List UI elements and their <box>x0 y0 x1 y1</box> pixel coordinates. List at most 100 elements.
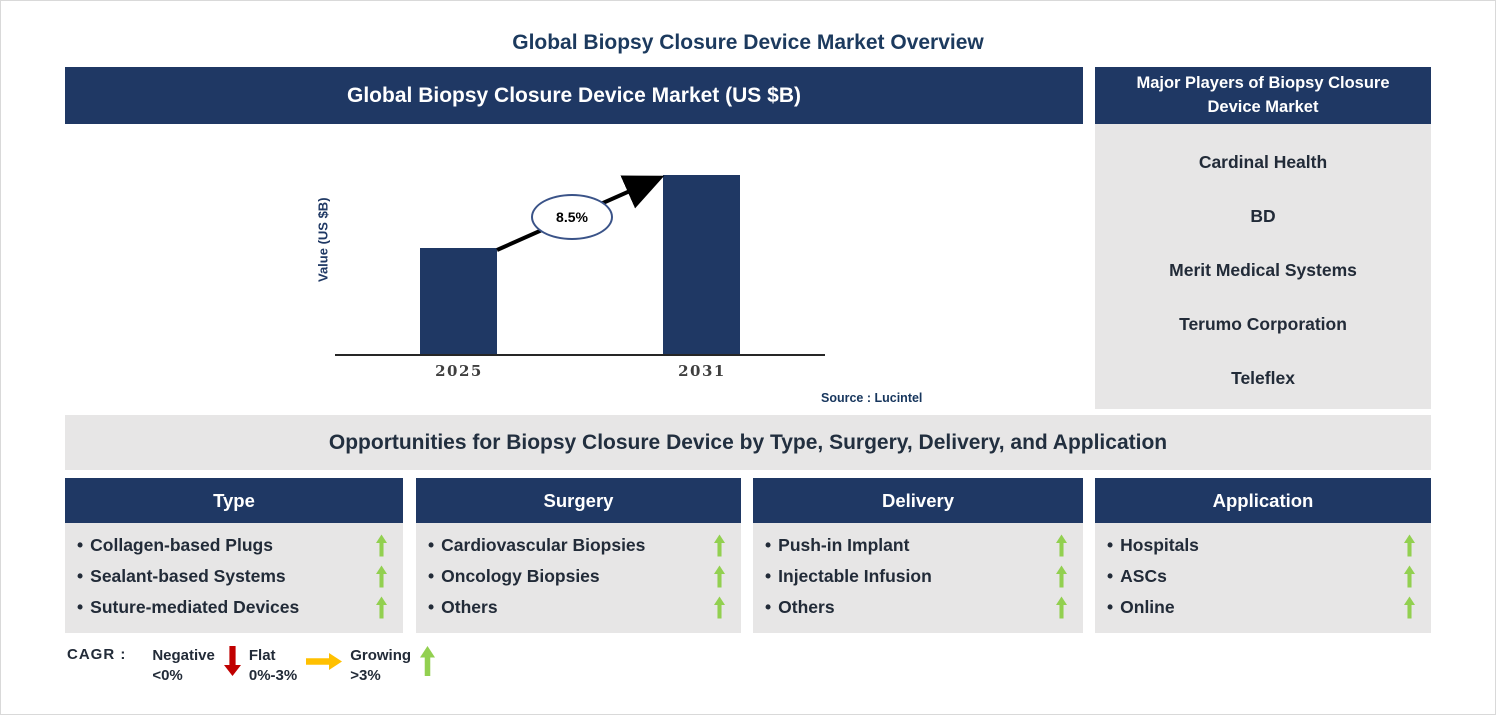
trend-up-icon <box>1056 596 1067 619</box>
major-players-panel: Major Players of Biopsy Closure Device M… <box>1095 67 1431 409</box>
item-label: Online <box>1120 597 1175 617</box>
bar-2031 <box>663 175 740 354</box>
opportunity-item: Sealant-based Systems <box>75 561 387 592</box>
legend-entry-negative: Negative <0% <box>152 646 241 686</box>
trend-up-icon <box>1404 596 1415 619</box>
company-name: Teleflex <box>1231 367 1295 388</box>
legend-entry-label: Negative <box>152 647 215 664</box>
item-label: Cardiovascular Biopsies <box>441 535 646 555</box>
opportunity-item: Others <box>763 592 1067 623</box>
opportunity-item: Others <box>426 592 725 623</box>
legend-arrow-wrap <box>223 646 241 676</box>
trend-right-icon <box>306 653 343 670</box>
cagr-legend-entries: Negative <0% Flat 0%-3% Growing >3% <box>152 646 443 686</box>
trend-up-icon <box>1404 534 1415 557</box>
major-players-title: Major Players of Biopsy Closure Device M… <box>1095 67 1431 124</box>
x-axis-line <box>335 354 825 356</box>
legend-entry-flat: Flat 0%-3% <box>249 646 343 686</box>
column-header: Surgery <box>416 478 741 523</box>
trend-up-icon <box>1056 534 1067 557</box>
trend-up-icon <box>376 565 387 588</box>
opportunity-item: Oncology Biopsies <box>426 561 725 592</box>
legend-entry-label: Flat <box>248 647 276 664</box>
item-label: Injectable Infusion <box>778 566 932 586</box>
column-body: Hospitals ASCs Online <box>1095 523 1431 633</box>
cagr-bubble: 8.5% <box>531 194 613 240</box>
legend-arrow-wrap <box>306 653 343 670</box>
item-label: Others <box>778 597 835 617</box>
legend-entry-growing: Growing >3% <box>350 646 436 686</box>
opportunities-title: Opportunities for Biopsy Closure Device … <box>328 430 1168 454</box>
item-label: Push-in Implant <box>778 535 910 555</box>
trend-icon-wrap <box>1404 596 1415 619</box>
column-header: Application <box>1095 478 1431 523</box>
trend-up-icon <box>714 596 725 619</box>
column-header: Type <box>65 478 403 523</box>
trend-icon-wrap <box>376 534 387 557</box>
opportunity-item: Injectable Infusion <box>763 561 1067 592</box>
column-body: Collagen-based Plugs Sealant-based System… <box>65 523 403 633</box>
source-label: Source : Lucintel <box>821 391 923 405</box>
legend-entry-range: <0% <box>152 667 183 684</box>
column-body: Cardiovascular Biopsies Oncology Biopsies… <box>416 523 741 633</box>
x-tick-2031: 2031 <box>678 362 726 380</box>
company-name: Merit Medical Systems <box>1169 259 1357 280</box>
legend-entry-text: Negative <0% <box>152 646 215 686</box>
opportunity-columns: Type Collagen-based Plugs Sealant-based Sy… <box>65 478 1431 634</box>
market-size-chart: Value (US $B) 2025 2031 8.5% Source : Lu… <box>65 124 1083 414</box>
trend-up-icon <box>420 646 436 676</box>
opportunity-column-type: Type Collagen-based Plugs Sealant-based Sy… <box>65 478 403 633</box>
opportunity-item: Hospitals <box>1105 530 1415 561</box>
legend-entry-range: 0%-3% <box>248 667 298 684</box>
trend-icon-wrap <box>376 565 387 588</box>
opportunity-item: ASCs <box>1105 561 1415 592</box>
opportunity-column-delivery: Delivery Push-in Implant Injectable Infusi… <box>753 478 1083 633</box>
trend-icon-wrap <box>1056 596 1067 619</box>
trend-up-icon <box>376 596 387 619</box>
opportunity-column-application: Application Hospitals ASCs Online <box>1095 478 1431 633</box>
legend-entry-range: >3% <box>350 667 381 684</box>
trend-icon-wrap <box>714 534 725 557</box>
bar-2025 <box>420 248 497 354</box>
column-header: Delivery <box>753 478 1083 523</box>
trend-icon-wrap <box>1056 565 1067 588</box>
cagr-value: 8.5% <box>556 209 588 225</box>
item-label: Sealant-based Systems <box>90 566 286 586</box>
legend-entry-text: Flat 0%-3% <box>249 646 297 686</box>
chart-title: Global Biopsy Closure Device Market (US … <box>347 83 801 107</box>
major-players-list: Cardinal Health BD Merit Medical Systems Te… <box>1095 124 1431 409</box>
cagr-legend: CAGR : Negative <0% Flat 0%-3% Growing >3% <box>67 646 443 686</box>
item-label: Suture-mediated Devices <box>90 597 300 617</box>
trend-up-icon <box>1404 565 1415 588</box>
trend-down-icon <box>223 646 241 676</box>
trend-icon-wrap <box>1404 565 1415 588</box>
trend-up-icon <box>714 534 725 557</box>
item-label: Others <box>441 597 498 617</box>
company-name: Cardinal Health <box>1198 152 1328 173</box>
opportunity-item: Push-in Implant <box>763 530 1067 561</box>
company-name: BD <box>1250 206 1276 227</box>
legend-arrow-wrap <box>420 646 436 676</box>
opportunity-item: Online <box>1105 592 1415 623</box>
opportunity-item: Collagen-based Plugs <box>75 530 387 561</box>
trend-icon-wrap <box>1056 534 1067 557</box>
company-name: Terumo Corporation <box>1179 313 1347 334</box>
chart-title-bar: Global Biopsy Closure Device Market (US … <box>65 67 1083 124</box>
trend-up-icon <box>1056 565 1067 588</box>
item-label: Oncology Biopsies <box>441 566 600 586</box>
trend-icon-wrap <box>1404 534 1415 557</box>
item-label: Hospitals <box>1120 535 1199 555</box>
trend-up-icon <box>376 534 387 557</box>
opportunity-item: Suture-mediated Devices <box>75 592 387 623</box>
trend-icon-wrap <box>714 565 725 588</box>
trend-up-icon <box>714 565 725 588</box>
x-tick-2025: 2025 <box>435 362 483 380</box>
opportunity-column-surgery: Surgery Cardiovascular Biopsies Oncology B… <box>416 478 741 633</box>
item-label: Collagen-based Plugs <box>90 535 273 555</box>
trend-icon-wrap <box>376 596 387 619</box>
legend-entry-label: Growing <box>350 647 412 664</box>
page-title: Global Biopsy Closure Device Market Over… <box>512 31 984 54</box>
growth-arrow-icon <box>496 175 665 252</box>
column-body: Push-in Implant Injectable Infusion Others <box>753 523 1083 633</box>
